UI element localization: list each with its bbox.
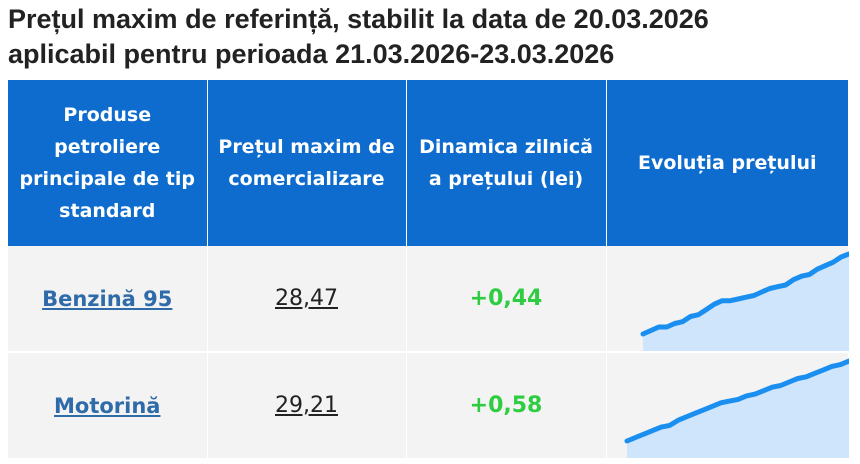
product-cell: Benzină 95 (8, 246, 208, 353)
header-products: Produse petroliere principale de tip sta… (8, 80, 208, 246)
sparkline-line (624, 358, 849, 444)
daily-change-value: +0,58 (469, 393, 543, 418)
product-cell: Motorină (8, 352, 208, 460)
delta-cell: +0,58 (406, 352, 607, 460)
header-daily-change: Dinamica zilnică a prețului (lei) (406, 80, 607, 246)
daily-change-value: +0,44 (469, 286, 543, 311)
max-price-value[interactable]: 29,21 (275, 393, 338, 418)
table-row: Motorină 29,21 +0,58 (8, 352, 849, 460)
product-link-benzina-95[interactable]: Benzină 95 (42, 286, 173, 311)
price-trend-sparkline (640, 251, 849, 351)
price-cell: 28,47 (207, 246, 407, 353)
title-line-2: aplicabil pentru perioada 21.03.2026-23.… (8, 39, 615, 69)
product-link-motorina[interactable]: Motorină (54, 393, 161, 418)
max-price-value[interactable]: 28,47 (275, 286, 338, 311)
price-cell: 29,21 (207, 352, 407, 460)
trend-cell (606, 352, 849, 460)
price-table: Produse petroliere principale de tip sta… (8, 80, 849, 460)
header-price-evolution: Evoluția prețului (606, 80, 848, 246)
page-title: Prețul maxim de referință, stabilit la d… (8, 2, 858, 72)
price-table-container[interactable]: Produse petroliere principale de tip sta… (8, 80, 860, 464)
sparkline-area (626, 361, 849, 458)
header-max-price: Prețul maxim de comercializare (207, 80, 407, 246)
price-trend-sparkline (624, 358, 849, 458)
trend-cell (606, 246, 849, 353)
table-header-row: Produse petroliere principale de tip sta… (8, 80, 848, 246)
title-line-1: Prețul maxim de referință, stabilit la d… (8, 4, 709, 34)
table-row: Benzină 95 28,47 +0,44 (8, 246, 849, 353)
delta-cell: +0,44 (406, 246, 607, 353)
sparkline-line (640, 251, 849, 337)
